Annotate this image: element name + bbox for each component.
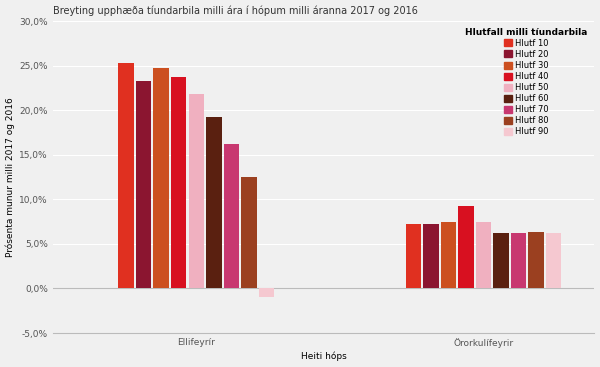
Bar xyxy=(406,224,421,288)
Bar xyxy=(259,288,274,297)
Bar xyxy=(241,177,257,288)
Bar xyxy=(546,233,562,288)
Bar xyxy=(441,222,456,288)
Bar xyxy=(224,144,239,288)
Bar xyxy=(206,117,221,288)
Bar xyxy=(458,206,474,288)
Bar xyxy=(136,81,151,288)
Bar xyxy=(423,224,439,288)
Bar xyxy=(188,94,204,288)
Bar xyxy=(154,68,169,288)
Bar xyxy=(171,77,187,288)
Bar xyxy=(476,222,491,288)
Bar xyxy=(493,233,509,288)
Bar xyxy=(529,232,544,288)
Text: Breyting upphæða tíundarbila milli ára í hópum milli áranna 2017 og 2016: Breyting upphæða tíundarbila milli ára í… xyxy=(53,6,418,16)
Y-axis label: Prósenta munur milli 2017 og 2016: Prósenta munur milli 2017 og 2016 xyxy=(5,97,15,257)
Bar xyxy=(511,233,526,288)
Legend: Hlutf 10, Hlutf 20, Hlutf 30, Hlutf 40, Hlutf 50, Hlutf 60, Hlutf 70, Hlutf 80, : Hlutf 10, Hlutf 20, Hlutf 30, Hlutf 40, … xyxy=(463,25,590,139)
X-axis label: Heiti hóps: Heiti hóps xyxy=(301,352,346,361)
Bar xyxy=(118,63,134,288)
